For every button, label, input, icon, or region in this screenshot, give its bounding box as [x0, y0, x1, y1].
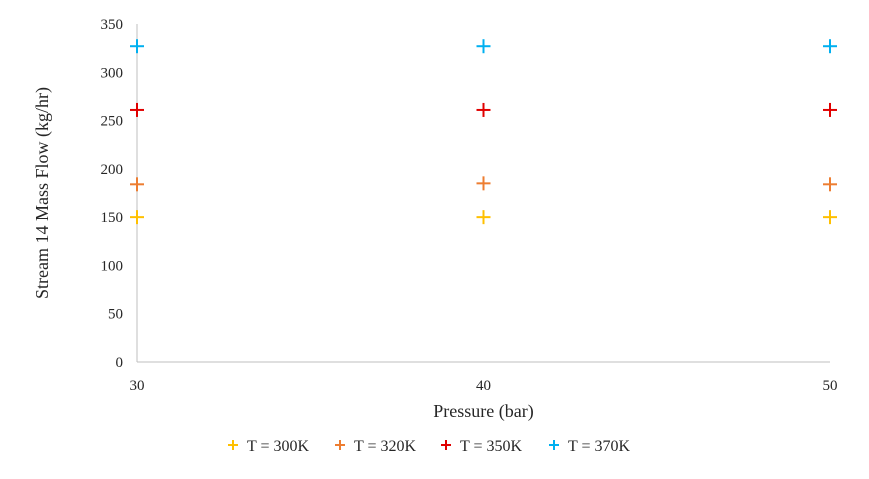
data-point [823, 102, 837, 117]
legend-item: T = 370K [549, 438, 631, 455]
x-axis-title: Pressure (bar) [433, 401, 533, 422]
data-point [130, 210, 144, 225]
y-tick-label: 0 [116, 355, 124, 371]
data-point [130, 39, 144, 54]
y-tick-label: 100 [101, 258, 124, 274]
data-point [476, 102, 491, 117]
data-point [476, 210, 491, 225]
data-point [823, 39, 837, 54]
data-point [476, 176, 491, 191]
legend-label: T = 370K [568, 438, 631, 455]
x-axis-ticks: 30 40 50 [130, 378, 838, 394]
data-point [823, 210, 837, 225]
y-tick-label: 150 [101, 210, 124, 226]
legend-marker [228, 440, 238, 450]
data-point [476, 39, 491, 54]
legend-item: T = 320K [335, 438, 417, 455]
legend-marker [441, 440, 451, 450]
x-tick-label: 50 [823, 378, 838, 394]
legend-item: T = 300K [228, 438, 310, 455]
legend-marker [549, 440, 559, 450]
legend-item: T = 350K [441, 438, 523, 455]
y-tick-label: 250 [101, 114, 124, 130]
x-tick-label: 40 [476, 378, 491, 394]
data-points [130, 39, 837, 225]
x-tick-label: 30 [130, 378, 145, 394]
legend-label: T = 320K [354, 438, 417, 455]
legend: T = 300K T = 320K T = 350K T = 370K [228, 438, 631, 455]
data-point [823, 177, 837, 192]
y-tick-label: 350 [101, 17, 124, 33]
data-point [130, 102, 144, 117]
y-tick-label: 50 [108, 307, 123, 323]
data-point [130, 177, 144, 192]
legend-label: T = 300K [247, 438, 310, 455]
y-axis-ticks: 0 50 100 150 200 250 300 350 [101, 17, 124, 371]
legend-label: T = 350K [460, 438, 523, 455]
legend-marker [335, 440, 345, 450]
y-tick-label: 200 [101, 162, 124, 178]
y-tick-label: 300 [101, 65, 124, 81]
y-axis-title: Stream 14 Mass Flow (kg/hr) [32, 87, 53, 299]
